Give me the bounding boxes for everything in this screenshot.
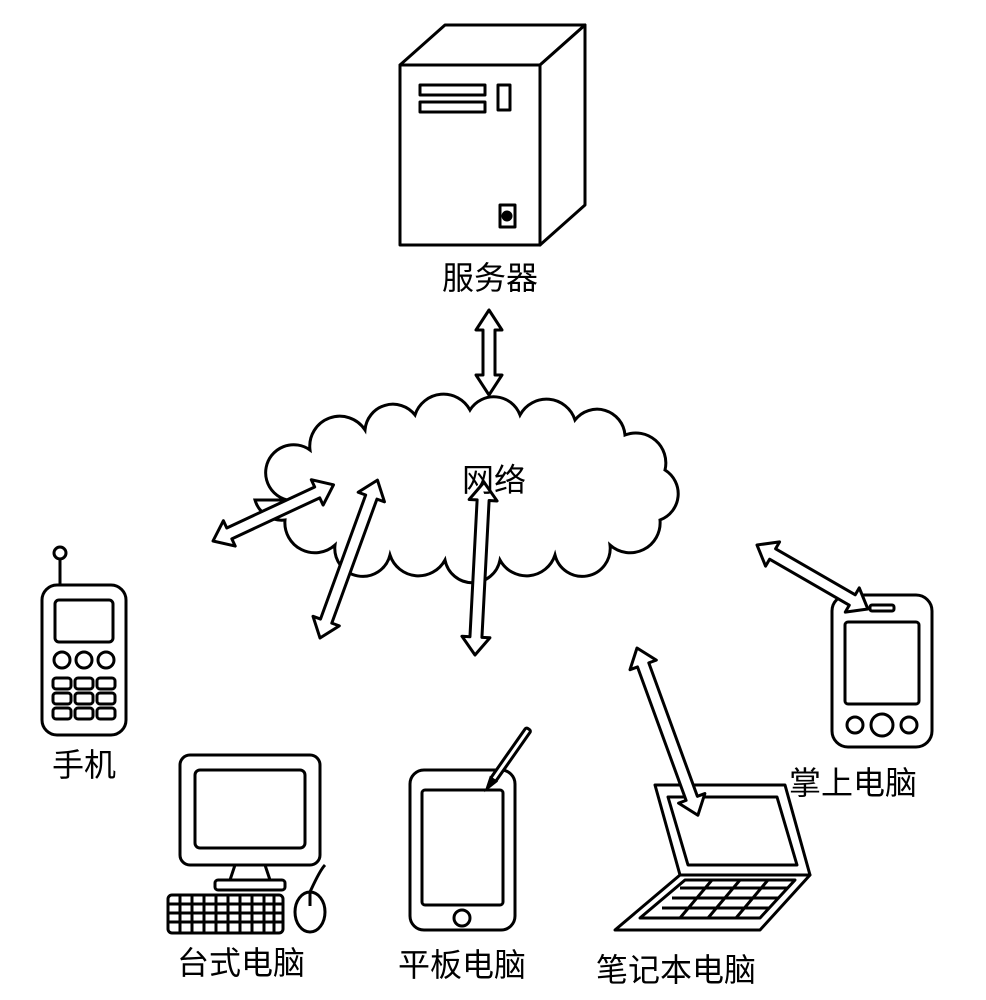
tablet-label: 平板电脑	[398, 940, 526, 986]
phone-icon	[42, 547, 126, 735]
server-icon	[400, 25, 585, 245]
diagram-canvas: 服务器 网络 手机 台式电脑 平板电脑 笔记本电脑 掌上电脑	[0, 0, 986, 1000]
server-label: 服务器	[442, 253, 538, 299]
desktop-label: 台式电脑	[177, 938, 305, 984]
laptop-label: 笔记本电脑	[596, 945, 756, 991]
network-label: 网络	[462, 455, 526, 501]
palmtop-icon	[832, 595, 932, 747]
phone-label: 手机	[52, 740, 116, 786]
laptop-icon	[615, 785, 810, 930]
desktop-icon	[168, 755, 325, 933]
tablet-icon	[410, 727, 531, 930]
palmtop-label: 掌上电脑	[789, 758, 917, 804]
